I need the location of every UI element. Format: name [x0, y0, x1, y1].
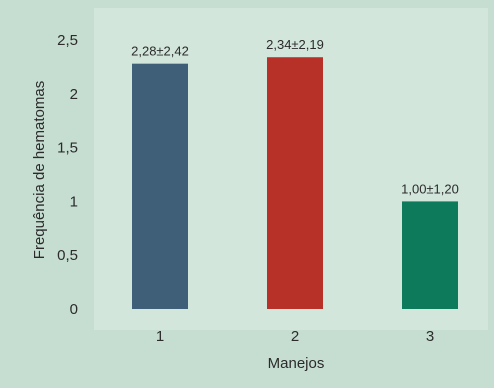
- y-tick-label: 0: [70, 301, 78, 318]
- y-axis-label: Frequência de hematomas: [31, 81, 48, 259]
- x-tick-label: 3: [426, 328, 434, 345]
- y-tick-label: 1: [70, 193, 78, 210]
- y-tick-label: 0,5: [57, 247, 78, 264]
- data-label-1: 2,28±2,42: [131, 44, 189, 59]
- data-label-3: 1,00±1,20: [401, 181, 459, 196]
- bar-1: [132, 63, 188, 310]
- x-tick-label: 1: [156, 328, 164, 345]
- x-tick-label: 2: [291, 328, 299, 345]
- x-axis-label: Manejos: [268, 355, 325, 372]
- data-label-2: 2,34±2,19: [266, 37, 324, 52]
- bar-3: [402, 201, 458, 309]
- y-tick-label: 2,5: [57, 32, 78, 49]
- bars: [132, 57, 458, 310]
- y-axis-ticks: 0 0,5 1 1,5 2 2,5: [57, 32, 78, 318]
- bar-2: [267, 57, 323, 309]
- y-tick-label: 1,5: [57, 140, 78, 157]
- x-axis-ticks: 1 2 3: [156, 328, 434, 345]
- y-tick-label: 2: [70, 86, 78, 103]
- data-labels: 2,28±2,42 2,34±2,19 1,00±1,20: [131, 37, 459, 196]
